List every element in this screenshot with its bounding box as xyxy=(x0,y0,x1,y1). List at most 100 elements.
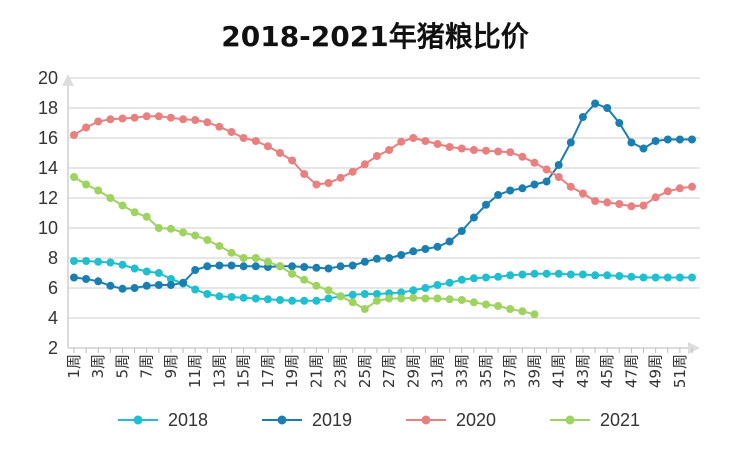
data-point[interactable] xyxy=(627,138,636,147)
data-point[interactable] xyxy=(518,152,527,161)
data-point[interactable] xyxy=(615,272,624,280)
data-point[interactable] xyxy=(348,290,357,299)
data-point[interactable] xyxy=(300,296,309,305)
data-point[interactable] xyxy=(372,290,381,298)
data-point[interactable] xyxy=(372,152,381,160)
data-point[interactable] xyxy=(94,277,103,286)
data-point[interactable] xyxy=(494,302,503,310)
data-point[interactable] xyxy=(482,200,490,209)
data-point[interactable] xyxy=(409,286,418,295)
data-point[interactable] xyxy=(312,180,321,189)
data-point[interactable] xyxy=(651,137,660,145)
data-point[interactable] xyxy=(336,292,345,301)
data-point[interactable] xyxy=(312,281,321,290)
data-point[interactable] xyxy=(566,270,575,279)
data-point[interactable] xyxy=(445,295,454,304)
data-point[interactable] xyxy=(688,273,696,282)
data-point[interactable] xyxy=(591,197,600,205)
data-point[interactable] xyxy=(312,263,321,272)
data-point[interactable] xyxy=(239,254,248,262)
data-point[interactable] xyxy=(506,271,515,280)
data-point[interactable] xyxy=(300,170,309,178)
data-point[interactable] xyxy=(494,191,503,199)
data-point[interactable] xyxy=(421,284,430,292)
data-point[interactable] xyxy=(530,269,539,278)
data-point[interactable] xyxy=(154,224,163,232)
data-point[interactable] xyxy=(675,273,684,282)
data-point[interactable] xyxy=(324,264,333,273)
data-point[interactable] xyxy=(130,208,139,217)
data-point[interactable] xyxy=(300,263,309,271)
data-point[interactable] xyxy=(324,179,333,187)
data-point[interactable] xyxy=(542,177,551,186)
legend[interactable]: 2018 2019 2020 2021 xyxy=(118,410,640,430)
data-point[interactable] xyxy=(300,275,309,284)
legend-item-2018[interactable]: 2018 xyxy=(118,410,208,430)
data-point[interactable] xyxy=(494,147,503,156)
data-point[interactable] xyxy=(263,295,272,304)
data-point[interactable] xyxy=(663,135,672,144)
data-point[interactable] xyxy=(154,269,163,277)
data-point[interactable] xyxy=(251,254,260,262)
data-point[interactable] xyxy=(324,286,333,295)
data-point[interactable] xyxy=(70,173,78,181)
data-point[interactable] xyxy=(372,296,381,305)
data-point[interactable] xyxy=(409,293,418,302)
data-point[interactable] xyxy=(130,284,139,292)
data-point[interactable] xyxy=(251,294,260,303)
legend-item-2021[interactable]: 2021 xyxy=(550,410,640,430)
data-point[interactable] xyxy=(70,131,78,139)
data-point[interactable] xyxy=(469,274,478,283)
data-point[interactable] xyxy=(663,187,672,196)
data-point[interactable] xyxy=(179,278,188,287)
data-point[interactable] xyxy=(251,262,260,271)
data-point[interactable] xyxy=(639,201,648,210)
data-point[interactable] xyxy=(130,113,139,122)
data-point[interactable] xyxy=(433,140,442,148)
data-point[interactable] xyxy=(554,269,563,278)
data-point[interactable] xyxy=(263,142,272,151)
data-point[interactable] xyxy=(215,261,224,270)
data-point[interactable] xyxy=(215,292,224,301)
data-point[interactable] xyxy=(288,156,297,165)
data-point[interactable] xyxy=(482,273,490,282)
data-point[interactable] xyxy=(106,281,115,290)
data-point[interactable] xyxy=(118,284,127,293)
data-point[interactable] xyxy=(227,261,236,270)
data-point[interactable] xyxy=(506,305,515,313)
data-point[interactable] xyxy=(651,273,660,282)
data-point[interactable] xyxy=(239,262,248,271)
data-point[interactable] xyxy=(154,281,163,289)
data-point[interactable] xyxy=(482,146,490,155)
data-point[interactable] xyxy=(445,278,454,287)
data-point[interactable] xyxy=(421,245,430,253)
data-point[interactable] xyxy=(336,173,345,182)
data-point[interactable] xyxy=(142,267,151,276)
legend-item-2020[interactable]: 2020 xyxy=(406,410,496,430)
data-point[interactable] xyxy=(385,254,394,262)
data-point[interactable] xyxy=(530,158,539,167)
data-point[interactable] xyxy=(263,257,272,266)
data-point[interactable] xyxy=(348,261,357,270)
data-point[interactable] xyxy=(385,146,394,154)
data-point[interactable] xyxy=(409,247,418,256)
data-point[interactable] xyxy=(469,298,478,307)
data-point[interactable] xyxy=(385,294,394,303)
data-point[interactable] xyxy=(639,273,648,282)
data-point[interactable] xyxy=(336,262,345,271)
data-point[interactable] xyxy=(433,281,442,289)
data-point[interactable] xyxy=(191,116,200,124)
data-point[interactable] xyxy=(603,104,612,112)
data-point[interactable] xyxy=(591,271,600,280)
data-point[interactable] xyxy=(118,201,127,210)
legend-item-2019[interactable]: 2019 xyxy=(262,410,352,430)
data-point[interactable] xyxy=(494,272,503,281)
data-point[interactable] xyxy=(288,296,297,305)
data-point[interactable] xyxy=(578,270,587,279)
data-point[interactable] xyxy=(166,281,175,289)
data-point[interactable] xyxy=(179,228,188,237)
data-point[interactable] xyxy=(566,138,575,147)
data-point[interactable] xyxy=(518,184,527,193)
data-point[interactable] xyxy=(409,134,418,142)
data-point[interactable] xyxy=(688,135,696,144)
